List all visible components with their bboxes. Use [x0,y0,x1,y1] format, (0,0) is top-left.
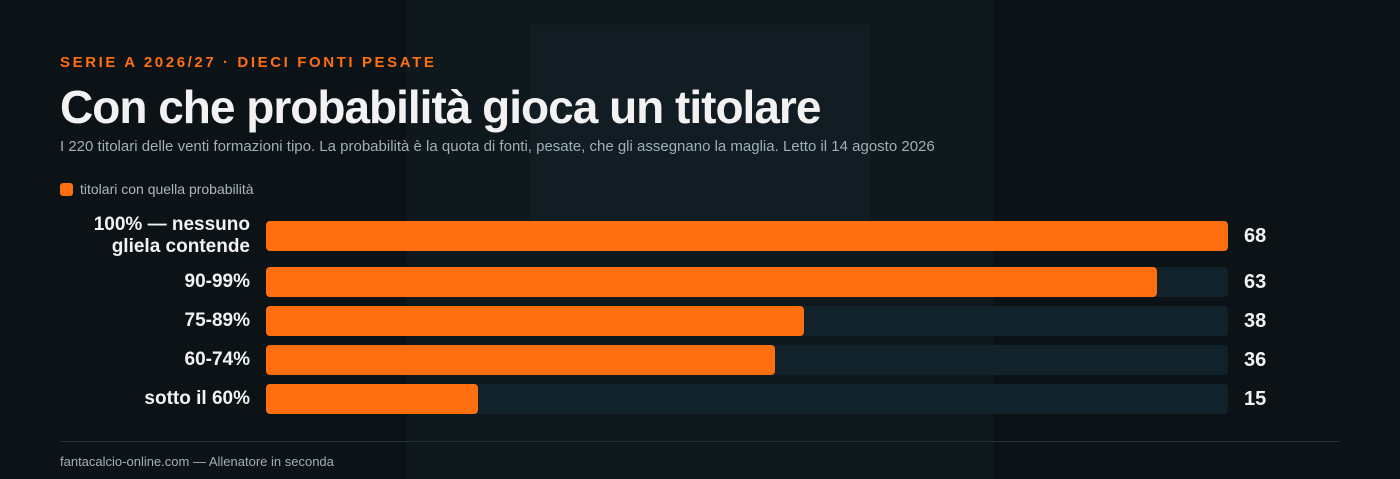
bar-track [266,345,1228,375]
bar [266,384,479,414]
bar-track [266,267,1228,297]
category-label: sotto il 60% [144,388,250,409]
bar-track [266,221,1228,251]
eyebrow: SERIE A 2026/27 · DIECI FONTI PESATE [60,54,437,71]
chart-subtitle: I 220 titolari delle venti formazioni ti… [60,138,935,155]
footer: fantacalcio-online.com — Allenatore in s… [60,454,334,469]
legend-label: titolari con quella probabilità [80,181,254,197]
bar [266,221,1228,251]
bar [266,267,1158,297]
bar-row: 100% — nessuno gliela contende 68 [60,214,1320,258]
value-label: 36 [1244,348,1267,371]
bar-row: 60-74% 36 [60,345,1320,375]
value-label: 63 [1244,270,1267,293]
bar-row: 75-89% 38 [60,306,1320,336]
category-label: 75-89% [184,310,251,331]
value-label: 15 [1244,387,1267,410]
bar [266,345,776,375]
category-label: 60-74% [184,349,251,370]
bar-row: 90-99% 63 [60,267,1320,297]
legend-swatch [60,182,73,196]
legend: titolari con quella probabilità [60,181,254,197]
bar-track [266,306,1228,336]
bar-track [266,384,1228,414]
bar-row: sotto il 60% 15 [60,384,1320,414]
bar-rows: 100% — nessuno gliela contende 68 90-99% 63… [60,214,1320,414]
divider [60,441,1340,442]
category-label: 90-99% [184,271,251,292]
chart-title: Con che probabilità gioca un titolare [60,81,821,133]
bar [266,306,804,336]
value-label: 38 [1244,309,1267,332]
category-label: 100% — nessuno gliela contende [93,214,250,257]
value-label: 68 [1244,224,1267,247]
watermark-logo [530,25,870,230]
